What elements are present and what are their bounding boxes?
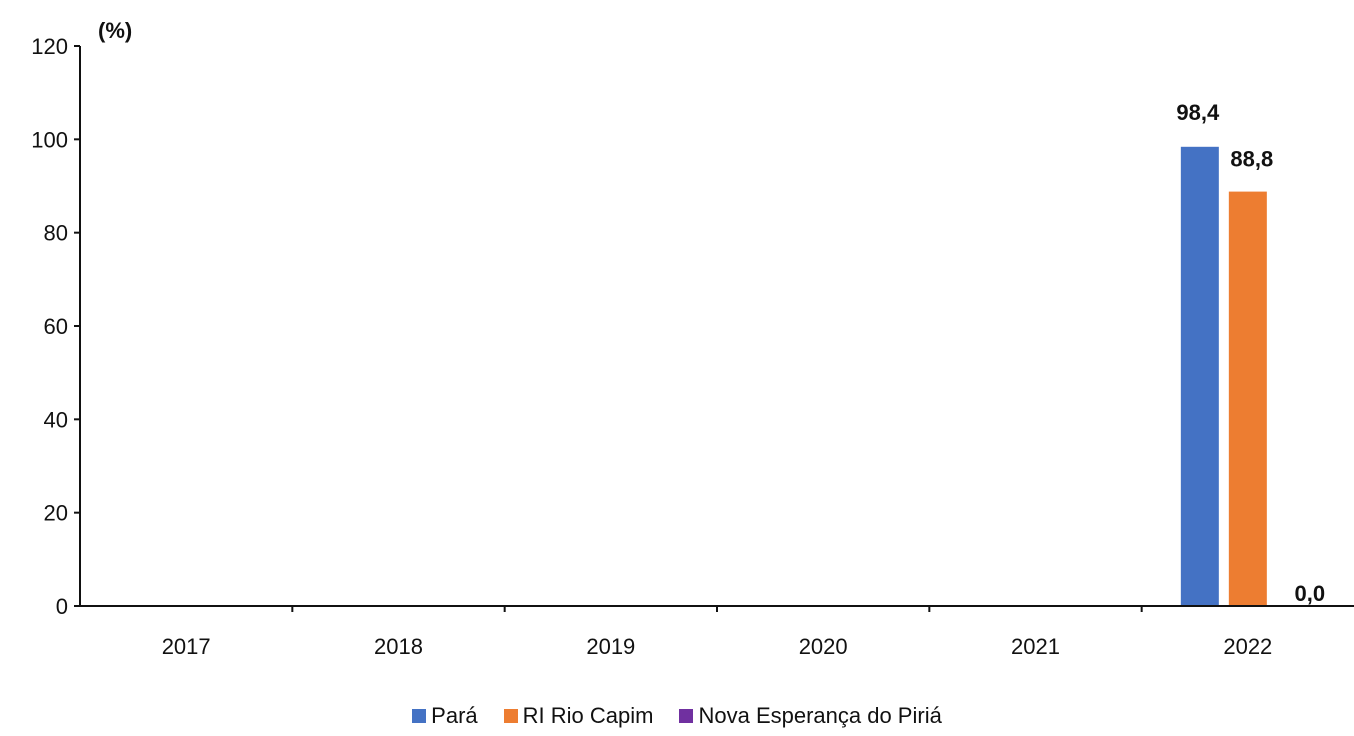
legend-item: Pará	[412, 703, 478, 729]
x-tick-label: 2017	[162, 634, 211, 659]
y-tick-label: 40	[44, 407, 68, 432]
bar	[1180, 146, 1219, 607]
y-axis-label: (%)	[98, 18, 132, 43]
bar	[1228, 191, 1267, 606]
y-tick-label: 120	[31, 34, 68, 59]
legend-swatch	[412, 709, 427, 723]
legend: Pará RI Rio Capim Nova Esperança do Piriá	[0, 703, 1354, 729]
legend-item: RI Rio Capim	[503, 703, 654, 729]
x-tick-label: 2021	[1011, 634, 1060, 659]
legend-swatch	[503, 709, 518, 723]
data-labels: 98,4 88,8 0,0	[1176, 100, 1325, 606]
legend-label: RI Rio Capim	[522, 703, 654, 728]
x-tick-label: 2018	[374, 634, 423, 659]
y-tick-label: 60	[44, 314, 68, 339]
y-tick-label: 80	[44, 221, 68, 246]
bar-chart: (%) 0 20 40 60 80 100 120 2017 2018 2019 2020 2021…	[31, 18, 1354, 659]
y-tick-label: 100	[31, 127, 68, 152]
y-axis-ticks: 0 20 40 60 80 100 120	[31, 34, 80, 619]
legend-swatch	[679, 709, 694, 723]
x-tick-label: 2022	[1223, 634, 1272, 659]
y-tick-label: 20	[44, 501, 68, 526]
legend-label: Nova Esperança do Piriá	[698, 703, 942, 728]
x-tick-label: 2020	[799, 634, 848, 659]
data-label: 0,0	[1295, 581, 1326, 606]
x-axis-ticks: 2017 2018 2019 2020 2021 2022	[162, 606, 1272, 659]
legend-label: Pará	[431, 703, 478, 728]
data-label: 88,8	[1230, 147, 1273, 172]
bars	[1180, 146, 1267, 607]
x-tick-label: 2019	[586, 634, 635, 659]
y-tick-label: 0	[56, 594, 68, 619]
data-label: 98,4	[1176, 100, 1220, 125]
legend-item: Nova Esperança do Piriá	[679, 703, 942, 729]
